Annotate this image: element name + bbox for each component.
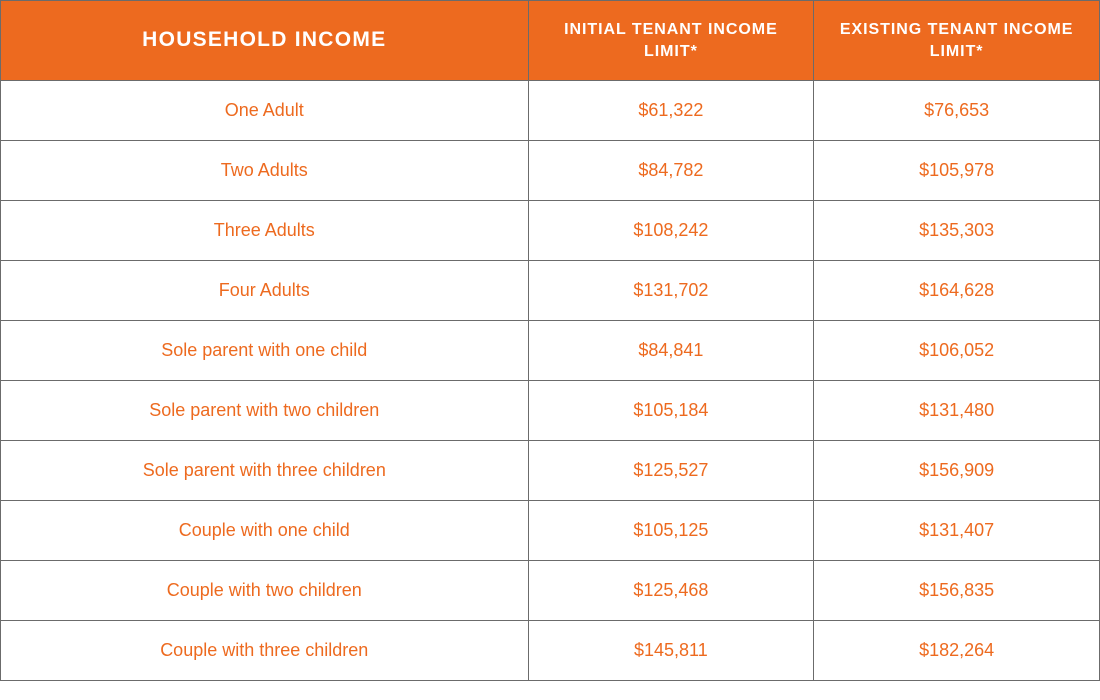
income-limits-table: HOUSEHOLD INCOME INITIAL TENANT INCOME L… [0,0,1100,681]
cell-initial-limit: $125,468 [528,561,814,621]
table-row: Sole parent with two children$105,184$13… [1,381,1100,441]
cell-existing-limit: $131,480 [814,381,1100,441]
table-row: One Adult$61,322$76,653 [1,81,1100,141]
cell-household-label: Four Adults [1,261,529,321]
cell-existing-limit: $182,264 [814,621,1100,681]
cell-initial-limit: $108,242 [528,201,814,261]
cell-existing-limit: $135,303 [814,201,1100,261]
cell-existing-limit: $131,407 [814,501,1100,561]
cell-initial-limit: $145,811 [528,621,814,681]
cell-existing-limit: $156,835 [814,561,1100,621]
table-row: Couple with one child$105,125$131,407 [1,501,1100,561]
cell-existing-limit: $156,909 [814,441,1100,501]
cell-existing-limit: $105,978 [814,141,1100,201]
cell-household-label: Three Adults [1,201,529,261]
table-header: HOUSEHOLD INCOME INITIAL TENANT INCOME L… [1,1,1100,81]
cell-household-label: Two Adults [1,141,529,201]
cell-initial-limit: $105,184 [528,381,814,441]
cell-household-label: Couple with one child [1,501,529,561]
cell-existing-limit: $106,052 [814,321,1100,381]
cell-household-label: Sole parent with one child [1,321,529,381]
col-header-household: HOUSEHOLD INCOME [1,1,529,81]
table-header-row: HOUSEHOLD INCOME INITIAL TENANT INCOME L… [1,1,1100,81]
cell-existing-limit: $76,653 [814,81,1100,141]
table-row: Couple with two children$125,468$156,835 [1,561,1100,621]
cell-initial-limit: $84,782 [528,141,814,201]
table-row: Sole parent with three children$125,527$… [1,441,1100,501]
table-row: Two Adults$84,782$105,978 [1,141,1100,201]
table-row: Four Adults$131,702$164,628 [1,261,1100,321]
cell-existing-limit: $164,628 [814,261,1100,321]
col-header-existing: EXISTING TENANT INCOME LIMIT* [814,1,1100,81]
cell-household-label: Couple with three children [1,621,529,681]
col-header-initial: INITIAL TENANT INCOME LIMIT* [528,1,814,81]
cell-initial-limit: $105,125 [528,501,814,561]
cell-household-label: One Adult [1,81,529,141]
table-row: Sole parent with one child$84,841$106,05… [1,321,1100,381]
cell-household-label: Couple with two children [1,561,529,621]
table-row: Three Adults$108,242$135,303 [1,201,1100,261]
table-body: One Adult$61,322$76,653Two Adults$84,782… [1,81,1100,681]
cell-household-label: Sole parent with two children [1,381,529,441]
cell-initial-limit: $125,527 [528,441,814,501]
cell-household-label: Sole parent with three children [1,441,529,501]
cell-initial-limit: $84,841 [528,321,814,381]
cell-initial-limit: $61,322 [528,81,814,141]
cell-initial-limit: $131,702 [528,261,814,321]
table-row: Couple with three children$145,811$182,2… [1,621,1100,681]
